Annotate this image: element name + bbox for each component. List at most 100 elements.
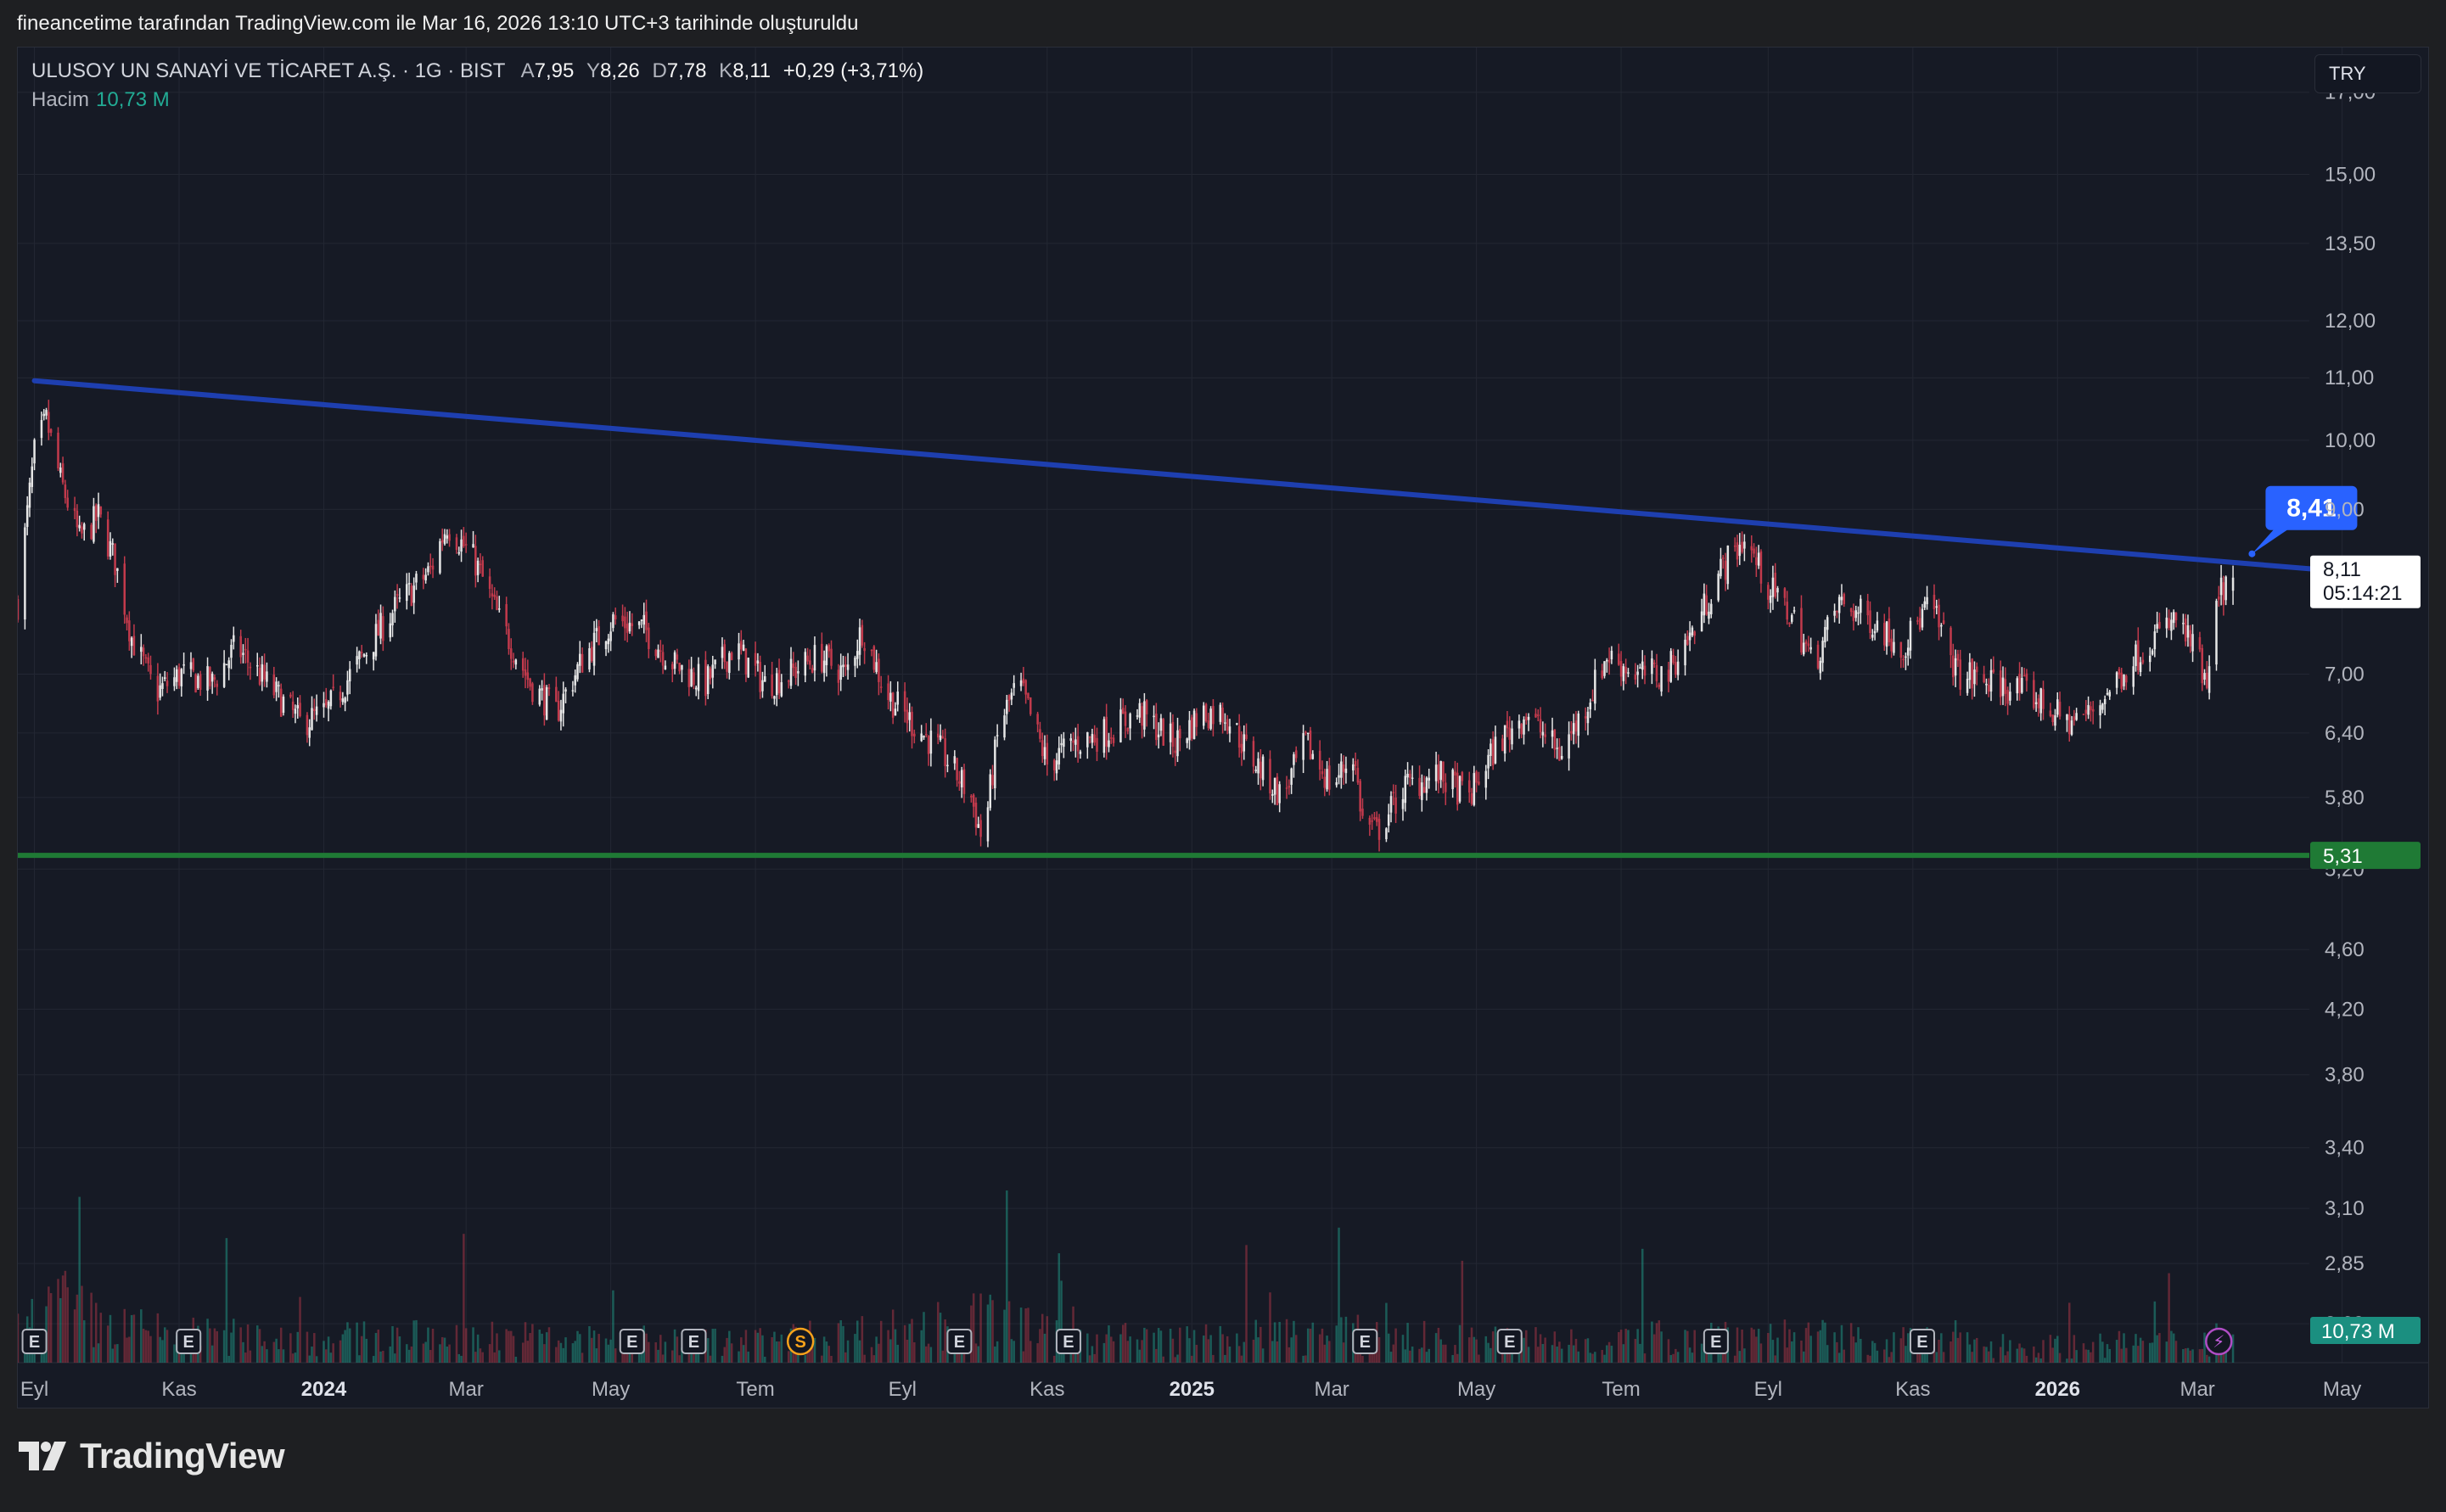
candle-body (49, 428, 53, 434)
volume-bar (1003, 1309, 1006, 1363)
volume-bar (1800, 1340, 1803, 1363)
candle-body (1456, 772, 1459, 805)
candle-body (1618, 653, 1620, 665)
candle-body (1055, 760, 1058, 774)
volume-bar (1243, 1341, 1246, 1363)
volume-bar (2042, 1340, 2045, 1363)
volume-bar (81, 1285, 83, 1363)
volume-bar (1643, 1353, 1647, 1363)
volume-bar (640, 1346, 643, 1363)
support-price-label: 5,31 (2323, 845, 2363, 868)
candle-body (1556, 748, 1558, 749)
volume-bar (1824, 1322, 1826, 1363)
candle-body (339, 692, 342, 701)
volume-bar (1467, 1337, 1471, 1363)
candle-body (2174, 613, 2178, 621)
candle-body (111, 543, 115, 545)
event-letter: E (1504, 1333, 1515, 1352)
volume-bar (1971, 1352, 1973, 1363)
candle-body (1703, 593, 1706, 616)
volume-bar (398, 1336, 401, 1363)
candle-body (1890, 638, 1893, 652)
candle-body (524, 669, 527, 676)
volume-bar (1119, 1334, 1122, 1363)
volume-bar (738, 1351, 740, 1363)
volume-bar (311, 1346, 313, 1363)
candle-body (740, 641, 743, 650)
volume-bar (830, 1355, 833, 1363)
volume-bar (1906, 1333, 1910, 1363)
volume-bar (289, 1333, 292, 1363)
candle-body (1866, 600, 1869, 616)
last-price-tag (2310, 555, 2421, 608)
volume-bar (1422, 1320, 1426, 1363)
candle-body (1837, 596, 1841, 613)
candle-body (1119, 709, 1122, 742)
candle-body (1672, 655, 1675, 664)
volume-bar (341, 1334, 345, 1363)
volume-bar (2090, 1352, 2092, 1363)
candle-body (1577, 713, 1580, 736)
candle-body (1157, 734, 1160, 737)
candle-body (1093, 734, 1096, 743)
volume-bar (870, 1347, 873, 1363)
candle-body (197, 675, 199, 688)
volume-bar (756, 1332, 760, 1363)
candle-body (1290, 768, 1293, 785)
volume-bar (1586, 1338, 1590, 1363)
candle-body (156, 675, 160, 702)
event-badge (786, 1327, 815, 1356)
volume-bar (2099, 1333, 2101, 1363)
volume-bar (315, 1356, 318, 1363)
candle-body (1807, 643, 1810, 647)
candle-body (1039, 729, 1041, 739)
volume-bar (210, 1345, 214, 1363)
candle-body (415, 574, 418, 583)
candle-body (944, 738, 946, 766)
earnings-event-icon: E (946, 1329, 973, 1354)
volume-bar (1179, 1327, 1181, 1363)
volume-bar (1833, 1332, 1836, 1363)
candle-body (929, 731, 933, 754)
snapshot-caption: fineancetime tarafından TradingView.com … (17, 12, 859, 35)
candle-body (1750, 546, 1753, 551)
volume-bar (261, 1346, 264, 1363)
volume-bar (1344, 1316, 1348, 1363)
volume-bar (654, 1341, 657, 1363)
candle-body (1186, 738, 1188, 743)
candle-body (1136, 715, 1139, 717)
volume-bar (114, 1344, 116, 1363)
volume-bar (574, 1341, 576, 1363)
candle-body (1622, 666, 1625, 681)
volume-bar (661, 1354, 665, 1363)
candle-body (1541, 731, 1545, 736)
candle-body (1506, 720, 1509, 729)
candle-body (142, 647, 145, 657)
candle-body (2203, 673, 2206, 680)
volume-bar (498, 1350, 501, 1363)
volume-bar (1294, 1335, 1298, 1363)
volume-bar (1439, 1339, 1442, 1363)
volume-bar (1577, 1351, 1580, 1363)
candle-body (1589, 703, 1592, 709)
volume-bar (887, 1330, 889, 1363)
volume-bar (2206, 1354, 2208, 1363)
volume-bar (2108, 1348, 2112, 1363)
candle-body (1905, 656, 1907, 658)
earnings-event-icon: E (1055, 1329, 1081, 1354)
volume-bar (2148, 1342, 2151, 1363)
volume-bar (1921, 1348, 1924, 1363)
candle-body (57, 432, 59, 469)
candle-body (1921, 608, 1924, 628)
candle-body (1691, 627, 1694, 636)
currency-selector[interactable]: TRY (2314, 54, 2421, 93)
candle-body (941, 736, 945, 739)
volume-bar (659, 1335, 662, 1363)
volume-bar (1209, 1335, 1212, 1363)
event-letter: E (688, 1333, 699, 1352)
volume-bar (726, 1337, 728, 1363)
candle-body (1767, 585, 1770, 600)
candle-body (1202, 705, 1205, 726)
